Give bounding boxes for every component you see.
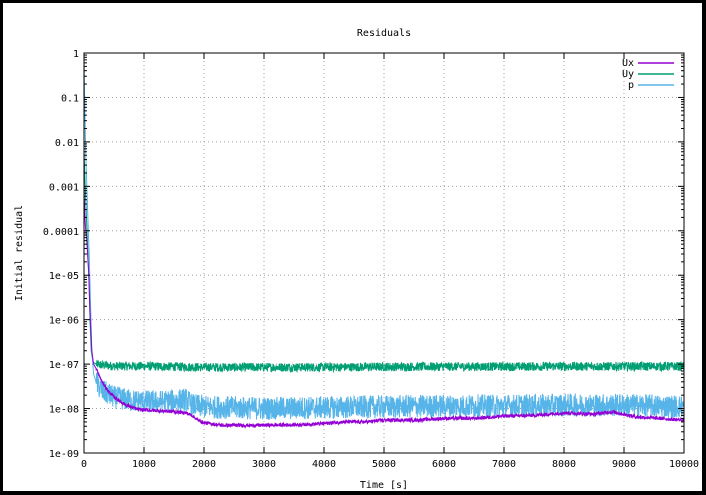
x-tick-labels: 0 1000 2000 3000 4000 5000 6000 7000 8000 9000 100… (81, 459, 699, 470)
x-axis-label: Time [s] (360, 480, 408, 491)
x-tick-label: 8000 (552, 459, 576, 470)
legend-label-ux: Ux (622, 58, 634, 69)
x-tick-label: 9000 (612, 459, 636, 470)
y-tick-label: 0.1 (61, 93, 79, 104)
y-tick-label: 1e-05 (49, 271, 79, 282)
y-tick-label: 1 (73, 49, 79, 60)
y-tick-label: 1e-06 (49, 316, 79, 327)
tick-marks (83, 52, 685, 454)
series-line-p (83, 62, 685, 420)
series-layer (83, 62, 685, 429)
y-axis-label: Initial residual (14, 205, 25, 301)
y-tick-label: 0.0001 (43, 227, 79, 238)
x-tick-label: 2000 (192, 459, 216, 470)
legend-label-p: p (628, 80, 634, 91)
y-tick-labels: 1e-09 1e-08 1e-07 1e-06 1e-05 0.0001 0.001 0.01… (43, 49, 79, 460)
x-tick-label: 4000 (312, 459, 336, 470)
grid-lines (84, 53, 684, 453)
x-tick-label: 0 (81, 459, 87, 470)
x-tick-label: 7000 (492, 459, 516, 470)
y-tick-label: 1e-09 (49, 449, 79, 460)
x-tick-label: 5000 (372, 459, 396, 470)
series-line-uy (83, 151, 685, 374)
y-tick-label: 1e-07 (49, 360, 79, 371)
legend-label-uy: Uy (622, 69, 634, 80)
y-tick-label: 0.01 (55, 138, 79, 149)
chart-title: Residuals (357, 28, 411, 39)
x-tick-label: 10000 (669, 459, 699, 470)
x-tick-label: 1000 (132, 459, 156, 470)
x-tick-label: 6000 (432, 459, 456, 470)
x-tick-label: 3000 (252, 459, 276, 470)
series-line-ux (83, 190, 685, 429)
y-tick-label: 0.001 (49, 182, 79, 193)
y-tick-label: 1e-08 (49, 405, 79, 416)
